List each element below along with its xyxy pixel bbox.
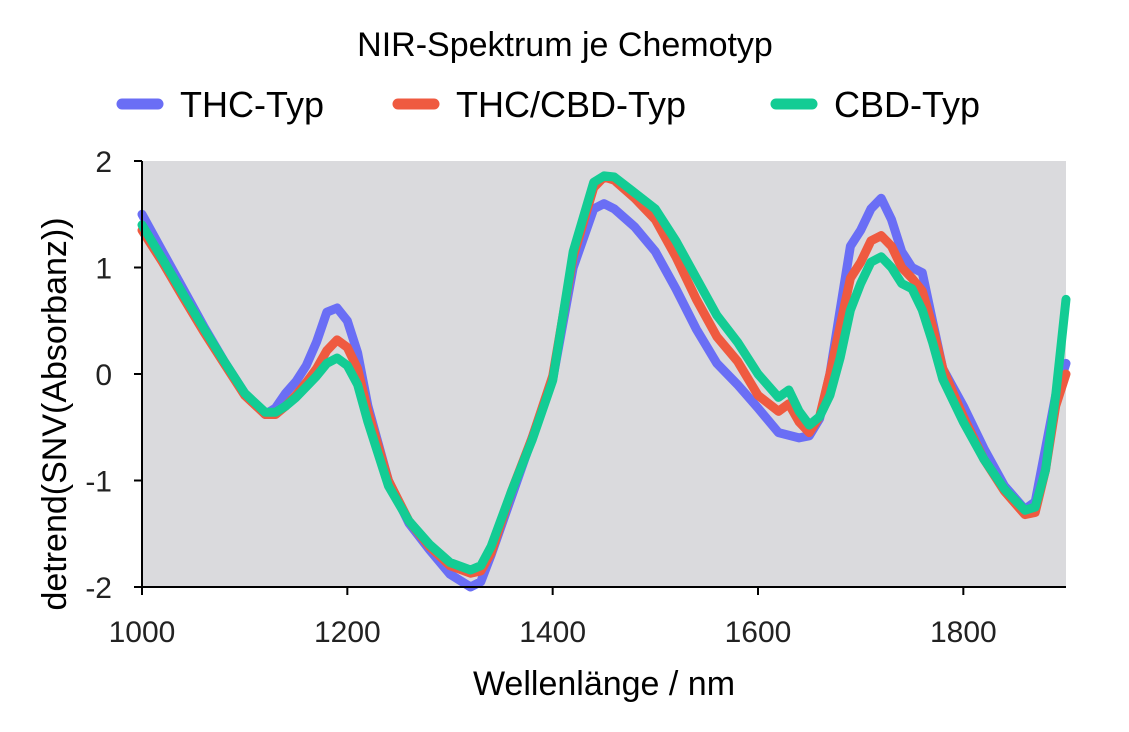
series-line-3 [137, 171, 1071, 575]
y-tick-label: 1 [95, 253, 112, 286]
legend-label: THC/CBD-Typ [456, 84, 686, 125]
legend-item-3: CBD-Typ [770, 84, 980, 125]
chart-title: NIR-Spektrum je Chemotyp [357, 26, 773, 64]
x-tick-label: 1800 [930, 616, 997, 649]
y-axis-label: detrend(SNV(Absorbanz)) [36, 217, 74, 610]
x-tick-label: 1200 [314, 616, 381, 649]
y-tick-label: -1 [85, 466, 112, 499]
x-axis-label: Wellenlänge / nm [473, 665, 735, 703]
x-axis-ticks: 1000 1200 1400 1600 1800 [109, 587, 997, 649]
y-tick-label: 0 [95, 359, 112, 392]
legend: THC-Typ THC/CBD-Typ CBD-Typ [116, 84, 980, 125]
series-line-1 [137, 193, 1071, 592]
plot-area [142, 161, 1066, 586]
legend-label: CBD-Typ [834, 84, 980, 125]
x-tick-label: 1600 [725, 616, 792, 649]
y-tick-label: -2 [85, 572, 112, 605]
legend-item-1: THC-Typ [116, 84, 324, 125]
x-tick-label: 1000 [109, 616, 176, 649]
y-tick-label: 2 [95, 146, 112, 179]
legend-item-2: THC/CBD-Typ [392, 84, 686, 125]
x-tick-label: 1400 [519, 616, 586, 649]
legend-label: THC-Typ [180, 84, 324, 125]
series-lines [137, 171, 1071, 592]
y-axis-ticks: 2 1 0 -1 -2 [85, 146, 142, 605]
